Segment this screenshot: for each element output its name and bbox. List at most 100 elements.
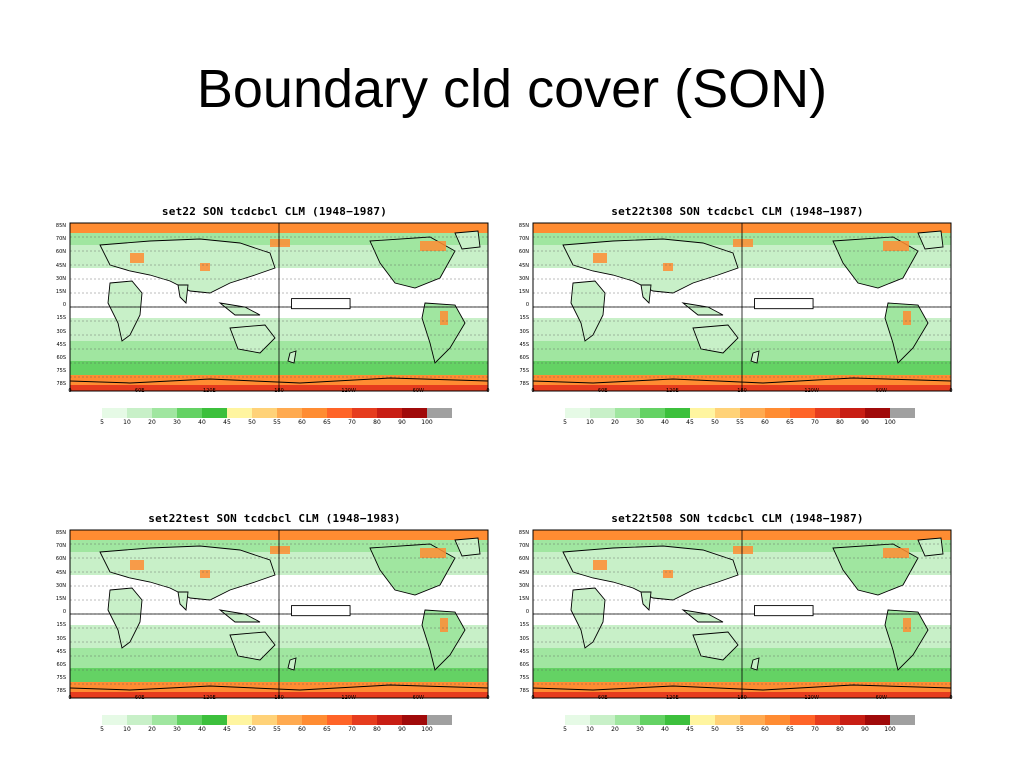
colorbar-label: 45 (223, 419, 231, 426)
latitude-tick-label: 70N (518, 543, 529, 550)
latitude-tick-label: 45N (518, 569, 529, 576)
longitude-tick-label: 180 (737, 695, 747, 701)
colorbar-label: 90 (398, 726, 406, 733)
map-image (69, 222, 489, 392)
colorbar-segment (890, 715, 915, 725)
latitude-tick-label: 0 (62, 609, 66, 616)
colorbar-label: 90 (861, 419, 869, 426)
continent-outline (884, 609, 929, 671)
latitude-tick-label: 30S (56, 328, 66, 335)
latitude-tick-label: 60S (56, 662, 66, 668)
colorbar-segment (352, 715, 377, 725)
map-panel: set22test SON tcdcbcl CLM (1948−1983) 85N… (52, 512, 497, 752)
latitude-tick-label: 85N (55, 530, 66, 536)
region-box (754, 605, 814, 617)
colorbar-label: 10 (123, 419, 131, 426)
colorbar-label: 10 (586, 726, 594, 733)
colorbar-segment (377, 408, 402, 418)
colorbar-label: 40 (661, 419, 669, 426)
continent-outline (229, 631, 276, 661)
colorbar-segment (127, 715, 152, 725)
colorbar-segment (765, 715, 790, 725)
region-box (291, 605, 351, 617)
colorbar-segment (277, 715, 302, 725)
latitude-tick-label: 60S (56, 355, 66, 361)
colorbar-segment (252, 408, 277, 418)
latitude-tick-label: 60S (519, 355, 529, 361)
longitude-tick-label: 0 (68, 695, 72, 701)
colorbar-segment (152, 715, 177, 725)
colorbar-label: 60 (298, 726, 306, 733)
colorbar-label: 10 (586, 419, 594, 426)
colorbar-segment (377, 715, 402, 725)
latitude-tick-label: 60S (519, 662, 529, 668)
colorbar-segment (102, 408, 127, 418)
colorbar-segment (352, 408, 377, 418)
colorbar-label: 100 (421, 726, 433, 733)
continent-outline (218, 609, 261, 623)
latitude-tick-label: 30S (519, 635, 529, 642)
panel-title: set22t308 SON tcdcbcl CLM (1948−1987) (611, 205, 864, 218)
continent-outline (692, 631, 739, 661)
colorbar-segment (202, 408, 227, 418)
colorbar-segment (815, 715, 840, 725)
continent-outline (99, 545, 276, 601)
latitude-tick-label: 45N (55, 569, 66, 576)
colorbar-segment (790, 408, 815, 418)
colorbar-segment (715, 715, 740, 725)
colorbar-label: 30 (173, 419, 181, 426)
longitude-tick-label: 180 (737, 388, 747, 394)
latitude-tick-label: 75S (519, 368, 529, 375)
colorbar-label: 45 (686, 726, 694, 733)
slide-title: Boundary cld cover (SON) (196, 59, 828, 119)
colorbar-label: 80 (373, 726, 381, 733)
longitude-tick-label: 60W (875, 388, 887, 394)
colorbar-segment (740, 715, 765, 725)
latitude-tick-label: 45S (519, 648, 529, 655)
colorbar-label: 5 (100, 419, 104, 426)
colorbar-segment (715, 408, 740, 418)
latitude-tick-label: 45N (518, 262, 529, 269)
colorbar-segment (765, 408, 790, 418)
continent-outline (99, 238, 276, 294)
colorbar-label: 55 (273, 726, 281, 733)
latitude-tick-label: 30N (55, 275, 66, 282)
colorbar-label: 100 (884, 726, 896, 733)
latitude-tick-label: 75S (56, 368, 66, 375)
colorbar-segment (227, 715, 252, 725)
latitude-tick-label: 60N (55, 556, 66, 563)
colorbar-segment (640, 715, 665, 725)
colorbar-segment (665, 408, 690, 418)
latitude-tick-label: 45N (55, 262, 66, 269)
latitude-tick-label: 45S (56, 648, 66, 655)
colorbar-segment (227, 408, 252, 418)
latitude-tick-label: 70N (518, 236, 529, 243)
latitude-tick-label: 45S (519, 341, 529, 348)
colorbar-segment (865, 715, 890, 725)
map-panel: set22 SON tcdcbcl CLM (1948−1987) 85N 70N 6… (52, 205, 497, 445)
continent-outline (562, 238, 739, 294)
colorbar (102, 715, 452, 725)
colorbar-segment (102, 715, 127, 725)
colorbar-label: 70 (348, 419, 356, 426)
colorbar-segment (615, 408, 640, 418)
latitude-tick-label: 78S (519, 688, 529, 695)
latitude-tick-label: 78S (519, 381, 529, 388)
colorbar-label: 60 (761, 419, 769, 426)
map-field (69, 529, 489, 699)
map-panel: set22t308 SON tcdcbcl CLM (1948−1987) 85N… (515, 205, 960, 445)
colorbar-label: 80 (836, 726, 844, 733)
region-box (754, 298, 814, 310)
colorbar-label: 5 (563, 726, 567, 733)
panel-title: set22t508 SON tcdcbcl CLM (1948−1987) (611, 512, 864, 525)
continent-outline (562, 545, 739, 601)
colorbar-label: 40 (198, 726, 206, 733)
colorbar-label: 80 (373, 419, 381, 426)
colorbar-segment (665, 715, 690, 725)
map-panel: set22t508 SON tcdcbcl CLM (1948−1987) 85N… (515, 512, 960, 752)
colorbar-label: 45 (686, 419, 694, 426)
latitude-tick-label: 30N (518, 582, 529, 589)
colorbar-label: 70 (811, 726, 819, 733)
colorbar-label: 50 (711, 419, 719, 426)
colorbar-segment (252, 715, 277, 725)
